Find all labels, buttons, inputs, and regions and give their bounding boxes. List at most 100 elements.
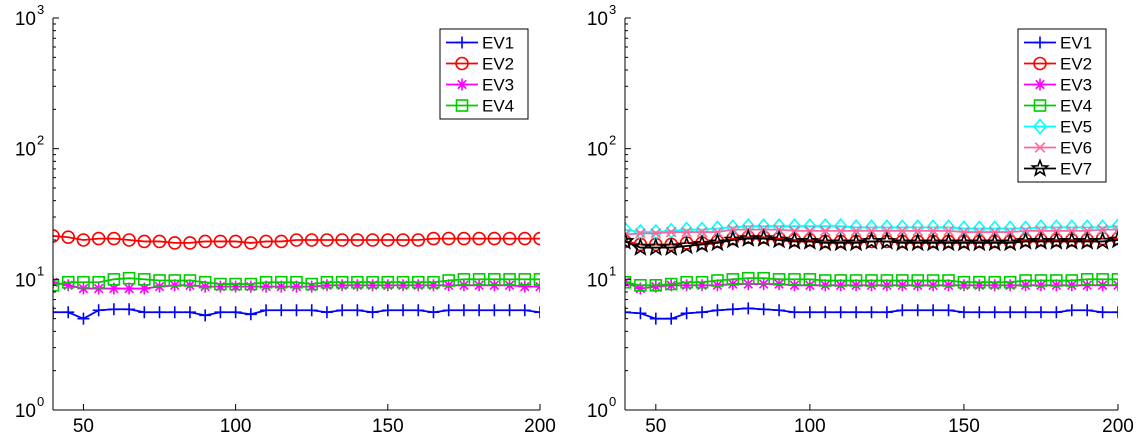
data-point-ev2 <box>304 233 319 247</box>
data-point-ev2 <box>502 231 517 246</box>
data-point-ev6 <box>1097 224 1108 236</box>
x-tick-label: 100 <box>794 416 826 434</box>
data-point-ev3 <box>229 280 242 293</box>
data-point-ev6 <box>850 225 862 237</box>
data-point-ev3 <box>957 279 970 292</box>
legend-marker-ev3 <box>1034 78 1046 91</box>
x-tick-label: 50 <box>73 416 94 434</box>
series-group <box>625 217 1118 325</box>
legend: EV1 EV2 EV3 EV4 EV5 EV6 EV7 <box>1017 28 1107 183</box>
legend-label-ev6: EV6 <box>1060 139 1092 158</box>
data-point-ev4 <box>880 274 894 287</box>
data-point-ev1 <box>1050 306 1063 319</box>
data-point-ev3 <box>351 279 364 292</box>
data-point-ev2 <box>183 236 197 250</box>
data-point-ev7 <box>954 232 974 252</box>
legend-marker-ev1 <box>1034 36 1046 49</box>
data-point-ev3 <box>260 280 273 293</box>
data-point-ev4 <box>366 275 379 289</box>
data-point-ev6 <box>866 225 877 237</box>
data-point-ev7 <box>1108 229 1118 249</box>
data-point-ev7 <box>1031 231 1051 250</box>
data-point-ev3 <box>366 279 379 292</box>
data-point-ev3 <box>397 279 410 292</box>
data-point-ev3 <box>518 280 531 293</box>
data-point-ev1 <box>366 306 379 319</box>
data-point-ev1 <box>1004 306 1017 319</box>
data-point-ev1 <box>665 312 678 325</box>
data-point-ev2 <box>487 231 502 246</box>
legend-label-ev3: EV3 <box>482 76 514 95</box>
y-tick-exponent: 1 <box>609 263 616 278</box>
data-point-ev6 <box>1004 226 1016 238</box>
data-point-ev3 <box>1004 279 1017 292</box>
data-point-ev6 <box>1020 225 1031 237</box>
data-point-ev1 <box>336 304 349 317</box>
data-point-ev4 <box>351 275 364 289</box>
data-point-ev4 <box>680 275 693 289</box>
data-point-ev1 <box>53 306 59 319</box>
data-point-ev3 <box>634 282 647 295</box>
series-line-ev2 <box>53 234 540 244</box>
data-point-ev6 <box>912 225 924 237</box>
data-point-ev4 <box>695 275 709 289</box>
data-point-ev6 <box>696 226 708 238</box>
data-point-ev1 <box>834 306 847 319</box>
data-point-ev1 <box>911 304 924 317</box>
data-point-ev3 <box>665 279 678 292</box>
series-group <box>53 229 540 325</box>
legend-label-ev4: EV4 <box>1060 97 1092 116</box>
legend-marker-ev2 <box>1033 56 1047 71</box>
data-point-ev4 <box>896 274 909 287</box>
x-tick-label: 150 <box>372 416 404 434</box>
data-point-ev4 <box>664 277 678 291</box>
data-point-ev7 <box>846 232 866 252</box>
data-point-ev6 <box>1112 224 1118 236</box>
data-point-ev1 <box>896 304 909 317</box>
data-point-ev2 <box>76 233 91 247</box>
data-point-ev1 <box>275 304 288 317</box>
data-point-ev6 <box>1081 225 1093 237</box>
data-point-ev1 <box>942 304 955 317</box>
data-point-ev4 <box>818 274 832 287</box>
data-point-ev4 <box>122 271 136 285</box>
data-point-ev4 <box>1080 273 1094 286</box>
data-point-ev4 <box>53 279 60 292</box>
data-point-ev4 <box>244 277 258 291</box>
data-point-ev4 <box>61 275 75 289</box>
data-point-ev4 <box>229 277 242 291</box>
data-point-ev1 <box>711 304 724 317</box>
data-point-ev1 <box>229 306 242 319</box>
data-point-ev1 <box>62 306 75 319</box>
data-point-ev1 <box>649 312 662 325</box>
data-point-ev4 <box>772 273 786 286</box>
data-point-ev4 <box>457 273 471 286</box>
data-point-ev7 <box>1092 231 1113 250</box>
data-point-ev3 <box>62 279 75 292</box>
data-point-ev1 <box>305 304 318 317</box>
data-point-ev3 <box>77 282 90 295</box>
data-point-ev2 <box>152 234 167 249</box>
y-tick-exponent: 1 <box>37 263 44 278</box>
data-point-ev4 <box>472 273 486 286</box>
data-point-ev1 <box>457 304 470 317</box>
data-point-ev1 <box>880 306 893 319</box>
y-tick-exponent: 2 <box>609 133 616 148</box>
data-point-ev2 <box>137 234 152 249</box>
data-point-ev7 <box>800 231 820 250</box>
data-point-ev7 <box>753 228 774 247</box>
legend-label-ev4: EV4 <box>482 97 514 116</box>
data-point-ev5 <box>625 221 633 238</box>
data-point-ev6 <box>727 224 739 236</box>
data-point-ev1 <box>473 304 486 317</box>
legend-marker-ev7 <box>1030 158 1050 177</box>
data-point-ev5 <box>741 217 756 235</box>
data-point-ev4 <box>107 273 121 286</box>
data-point-ev6 <box>712 226 723 238</box>
data-point-ev7 <box>907 232 928 252</box>
data-point-ev6 <box>958 226 970 238</box>
data-point-ev4 <box>649 279 663 292</box>
data-point-ev6 <box>943 225 954 237</box>
data-point-ev7 <box>984 232 1005 252</box>
data-point-ev3 <box>412 279 425 292</box>
